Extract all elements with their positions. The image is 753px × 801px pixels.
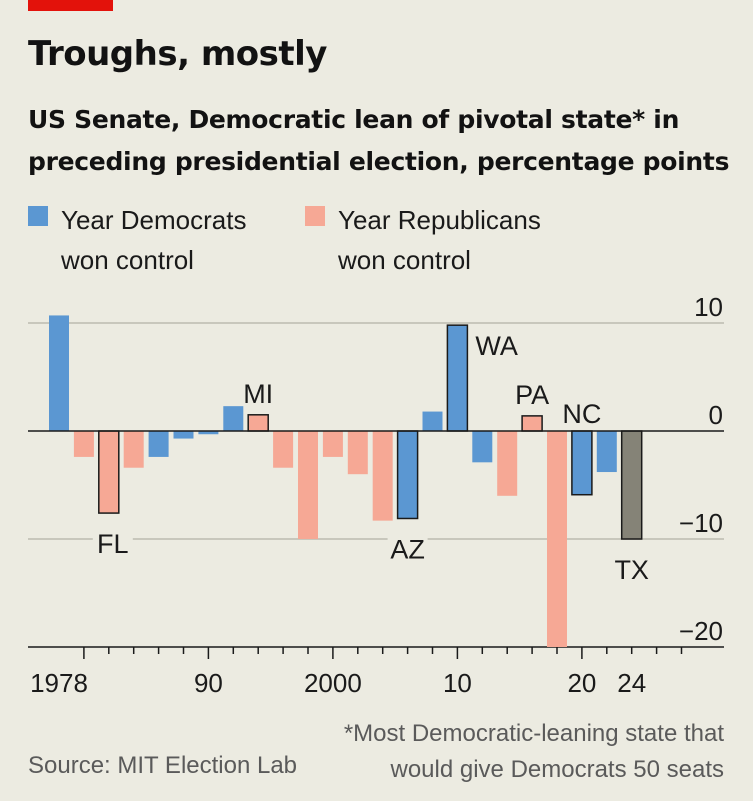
bar-1978 bbox=[49, 315, 69, 431]
source-note: Source: MIT Election Lab bbox=[28, 752, 298, 779]
y-tick-label: −20 bbox=[679, 616, 723, 646]
bar-2022 bbox=[596, 431, 617, 473]
state-label-mi: MI bbox=[243, 379, 273, 409]
y-tick-label: −10 bbox=[679, 508, 723, 538]
bar-2014 bbox=[497, 431, 518, 496]
bar-2006 bbox=[396, 430, 419, 520]
bar-1986 bbox=[148, 431, 169, 457]
bar-1988 bbox=[173, 431, 194, 439]
legend-swatch-dem bbox=[28, 206, 48, 226]
bar-1992 bbox=[223, 406, 244, 431]
x-tick-label: 20 bbox=[567, 668, 596, 698]
bar-1994 bbox=[247, 414, 269, 432]
bar-chart: 10 0 −10 −20 1978 90 2000 10 20 24 FL MI AZ WA PA NC TX bbox=[28, 292, 724, 698]
bar-2024 bbox=[620, 430, 643, 540]
x-tick-label: 90 bbox=[194, 668, 223, 698]
bar-2010 bbox=[446, 324, 469, 432]
state-label-az: AZ bbox=[390, 534, 425, 564]
bar-2008 bbox=[422, 411, 443, 431]
bar-2018 bbox=[547, 431, 567, 647]
bar-2000 bbox=[322, 431, 343, 457]
state-label-pa: PA bbox=[515, 380, 549, 410]
bar-1984 bbox=[123, 431, 144, 468]
bar-1982 bbox=[98, 430, 120, 514]
chart-subtitle: US Senate, Democratic lean of pivotal st… bbox=[28, 105, 730, 176]
chart-title: Troughs, mostly bbox=[28, 34, 327, 74]
y-tick-label: 0 bbox=[709, 400, 723, 430]
state-label-tx: TX bbox=[614, 555, 649, 585]
state-label-bg bbox=[92, 529, 133, 560]
bar-1980 bbox=[73, 431, 94, 457]
footnote: *Most Democratic-leaning state that woul… bbox=[344, 716, 724, 788]
legend-swatch-rep bbox=[305, 206, 325, 226]
y-tick-label: 10 bbox=[694, 292, 723, 322]
state-label-fl: FL bbox=[97, 529, 129, 559]
footnote-line-1: *Most Democratic-leaning state that bbox=[343, 720, 724, 747]
bar-1996 bbox=[273, 431, 294, 468]
legend-label-rep: Year Republicans won control bbox=[338, 205, 541, 275]
x-tick-label: 2000 bbox=[304, 668, 362, 698]
brand-tag bbox=[28, 0, 113, 11]
bar-1990 bbox=[198, 431, 219, 435]
bar-1998 bbox=[298, 431, 318, 539]
state-label-bg bbox=[611, 555, 652, 585]
state-label-bg bbox=[387, 534, 428, 565]
x-tick-label: 24 bbox=[617, 668, 646, 698]
state-label-nc: NC bbox=[562, 399, 601, 429]
x-tick-label: 10 bbox=[443, 668, 472, 698]
x-tick-label: 1978 bbox=[30, 668, 88, 698]
bar-2002 bbox=[347, 431, 368, 475]
bar-2012 bbox=[472, 431, 493, 463]
bar-2016 bbox=[521, 415, 543, 432]
legend-label-dem: Year Democrats won control bbox=[61, 205, 247, 275]
state-label-wa: WA bbox=[475, 331, 518, 361]
bar-2004 bbox=[372, 431, 393, 521]
bar-2020 bbox=[571, 430, 593, 496]
footnote-line-2: would give Democrats 50 seats bbox=[390, 756, 725, 783]
